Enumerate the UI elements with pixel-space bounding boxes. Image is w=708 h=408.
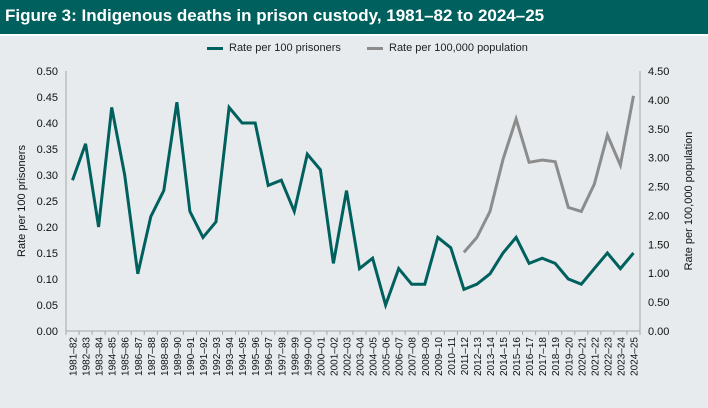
y-left-tick-label: 0.35 bbox=[37, 144, 58, 156]
x-tick-label: 1999–00 bbox=[303, 337, 314, 376]
y-left-tick-label: 0.10 bbox=[37, 274, 58, 286]
x-tick-label: 2015–16 bbox=[512, 337, 523, 376]
x-tick-label: 1982–83 bbox=[82, 337, 93, 376]
x-tick-label: 1990–91 bbox=[186, 337, 197, 376]
legend: Rate per 100 prisoners Rate per 100,000 … bbox=[0, 42, 708, 58]
x-tick-label: 2005–06 bbox=[382, 337, 393, 376]
legend-swatch-teal bbox=[207, 46, 223, 50]
y-right-axis-title: Rate per 100,000 population bbox=[683, 132, 695, 271]
x-tick-label: 1996–97 bbox=[264, 337, 275, 376]
x-tick-label: 2013–14 bbox=[486, 337, 497, 376]
x-tick-label: 2022–23 bbox=[603, 337, 614, 376]
x-tick-label: 2016–17 bbox=[525, 337, 536, 376]
legend-swatch-grey bbox=[367, 46, 383, 50]
y-left-tick-label: 0.25 bbox=[37, 196, 58, 208]
x-tick-label: 2020–21 bbox=[577, 337, 588, 376]
legend-item-rate-per-100-prisoners: Rate per 100 prisoners bbox=[207, 42, 341, 54]
x-tick-label: 2023–24 bbox=[616, 337, 627, 376]
y-left-tick-label: 0.00 bbox=[37, 326, 58, 338]
y-right-tick-label: 1.00 bbox=[648, 268, 669, 280]
x-tick-label: 1991–92 bbox=[199, 337, 210, 376]
x-tick-label: 2021–22 bbox=[590, 337, 601, 376]
x-tick-label: 1984–85 bbox=[108, 337, 119, 376]
y-left-tick-label: 0.50 bbox=[37, 66, 58, 78]
x-tick-label: 2007–08 bbox=[408, 337, 419, 376]
x-tick-label: 2018–19 bbox=[551, 337, 562, 376]
x-tick-label: 1993–94 bbox=[225, 337, 236, 376]
y-left-tick-label: 0.20 bbox=[37, 222, 58, 234]
x-tick-label: 2010–11 bbox=[447, 337, 458, 376]
x-tick-label: 2009–10 bbox=[434, 337, 445, 376]
legend-label: Rate per 100,000 population bbox=[389, 42, 528, 54]
x-tick-label: 2024–25 bbox=[629, 337, 640, 376]
x-tick-label: 1989–90 bbox=[173, 337, 184, 376]
x-tick-label: 1986–87 bbox=[134, 337, 145, 376]
y-right-tick-label: 2.50 bbox=[648, 182, 669, 194]
y-right-tick-label: 3.00 bbox=[648, 153, 669, 165]
x-tick-label: 1995–96 bbox=[251, 337, 262, 376]
x-tick-label: 2014–15 bbox=[499, 337, 510, 376]
x-tick-label: 1994–95 bbox=[238, 337, 249, 376]
x-tick-label: 2001–02 bbox=[329, 337, 340, 376]
y-right-tick-label: 2.00 bbox=[648, 210, 669, 222]
y-right-tick-label: 0.00 bbox=[648, 326, 669, 338]
x-tick-label: 2006–07 bbox=[395, 337, 406, 376]
x-tick-label: 1992–93 bbox=[212, 337, 223, 376]
x-tick-label: 2008–09 bbox=[421, 337, 432, 376]
x-tick-label: 1983–84 bbox=[95, 337, 106, 376]
y-left-tick-label: 0.30 bbox=[37, 170, 58, 182]
x-tick-label: 1987–88 bbox=[147, 337, 158, 376]
y-right-tick-label: 4.50 bbox=[648, 66, 669, 78]
figure-title: Figure 3: Indigenous deaths in prison cu… bbox=[5, 6, 545, 25]
x-tick-label: 2017–18 bbox=[538, 337, 549, 376]
x-tick-label: 1998–99 bbox=[290, 337, 301, 376]
y-left-tick-label: 0.15 bbox=[37, 248, 58, 260]
legend-label: Rate per 100 prisoners bbox=[229, 42, 341, 54]
y-right-tick-label: 3.50 bbox=[648, 124, 669, 136]
y-right-tick-label: 4.00 bbox=[648, 95, 669, 107]
x-tick-label: 2000–01 bbox=[316, 337, 327, 376]
x-tick-label: 2003–04 bbox=[356, 337, 367, 376]
y-left-tick-label: 0.40 bbox=[37, 118, 58, 130]
x-tick-label: 2004–05 bbox=[369, 337, 380, 376]
x-tick-label: 2012–13 bbox=[473, 337, 484, 376]
figure-header: Figure 3: Indigenous deaths in prison cu… bbox=[0, 0, 708, 36]
x-tick-label: 2011–12 bbox=[460, 337, 471, 376]
x-tick-label: 1997–98 bbox=[277, 337, 288, 376]
legend-item-rate-per-100000-population: Rate per 100,000 population bbox=[367, 42, 528, 54]
y-right-tick-label: 0.50 bbox=[648, 297, 669, 309]
x-tick-label: 2019–20 bbox=[564, 337, 575, 376]
x-tick-label: 2002–03 bbox=[342, 337, 353, 376]
y-left-tick-label: 0.05 bbox=[37, 300, 58, 312]
y-left-tick-label: 0.45 bbox=[37, 92, 58, 104]
y-left-axis-title: Rate per 100 prisoners bbox=[16, 145, 28, 257]
series-line-rate-per-100000-population bbox=[462, 95, 635, 254]
x-tick-label: 1988–89 bbox=[160, 337, 171, 376]
series-line-rate-per-100-prisoners bbox=[71, 101, 635, 310]
y-right-tick-label: 1.50 bbox=[648, 239, 669, 251]
x-tick-label: 1981–82 bbox=[69, 337, 80, 376]
x-tick-label: 1985–86 bbox=[121, 337, 132, 376]
